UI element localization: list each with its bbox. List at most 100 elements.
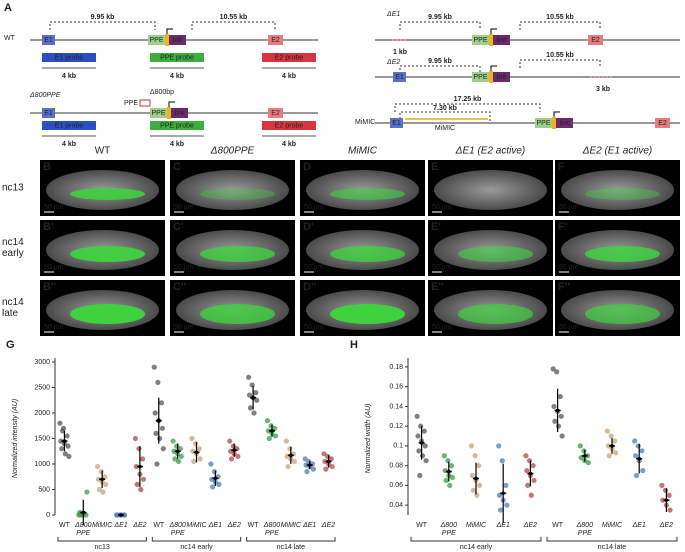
x-tick-label: Δ800	[168, 522, 185, 529]
group-label: nc14 early	[460, 544, 493, 551]
panel-letter: F'	[558, 221, 568, 233]
mean-dot	[62, 439, 67, 443]
label: 50 µm	[432, 204, 452, 211]
data-point	[613, 450, 619, 456]
data-point	[266, 435, 272, 442]
data-point	[554, 369, 560, 375]
data-point	[155, 379, 161, 385]
data-point	[177, 446, 183, 452]
x-tick-label: ΔE1	[632, 522, 646, 529]
label: 9.95 kb	[428, 14, 452, 21]
column-header: WT	[95, 146, 111, 157]
expression	[458, 246, 533, 262]
expression	[200, 188, 275, 200]
data-point	[472, 453, 478, 459]
data-point	[152, 410, 158, 416]
label: 4 kb	[62, 141, 76, 148]
mean-dot	[610, 444, 614, 448]
row-label: nc14	[2, 297, 24, 308]
mean-dot	[637, 456, 641, 461]
label: PPE	[124, 100, 138, 107]
enhancer-e1	[42, 108, 55, 118]
y-tick-label: 1000	[34, 461, 50, 468]
data-point	[272, 433, 279, 439]
group-label: nc13	[95, 544, 110, 551]
data-point	[443, 477, 449, 484]
expression	[585, 246, 660, 262]
data-point	[667, 507, 673, 513]
label: 4 kb	[170, 73, 184, 80]
promoter	[165, 34, 169, 46]
data-point	[581, 448, 587, 454]
data-point	[191, 458, 197, 465]
x-tick-label: WT	[552, 522, 564, 529]
label: 4 kb	[62, 73, 76, 80]
data-point	[551, 403, 557, 410]
panel-letter: B	[43, 161, 51, 173]
tss-arrow	[166, 28, 173, 34]
data-point	[140, 456, 146, 462]
ppe	[472, 35, 489, 45]
ppe	[148, 35, 165, 45]
data-point	[66, 453, 72, 459]
data-point	[254, 397, 260, 403]
data-point	[138, 486, 144, 493]
enhancer-e1	[390, 118, 403, 128]
label: PPE	[536, 120, 550, 127]
ppe	[150, 108, 167, 118]
column-header: ΔE2 (E1 active)	[582, 146, 653, 157]
group-bracket	[246, 537, 336, 542]
distance-bracket	[519, 59, 601, 68]
label: 50 µm	[432, 324, 452, 331]
data-point	[557, 393, 563, 400]
y-tick-label: 0	[46, 512, 50, 519]
expression	[330, 188, 405, 200]
data-point	[171, 448, 177, 454]
data-point	[321, 451, 327, 457]
data-point	[526, 458, 533, 464]
data-point	[633, 472, 640, 479]
mean-dot	[528, 471, 533, 476]
data-point	[227, 438, 233, 444]
data-point	[172, 456, 178, 462]
mean-dot	[474, 476, 478, 481]
data-point	[414, 413, 420, 419]
label: E1	[44, 37, 53, 44]
label: 50 µm	[559, 204, 579, 211]
data-point	[197, 456, 203, 462]
data-point	[304, 469, 310, 475]
enhancer-e2	[588, 35, 603, 45]
data-point	[302, 456, 308, 462]
expression	[458, 304, 533, 324]
x-tick-label: ΔE1	[113, 522, 127, 529]
distance-bracket	[49, 21, 156, 30]
label: 50 µm	[174, 324, 194, 331]
y-tick-label: 0.1	[393, 443, 403, 450]
data-point	[247, 405, 253, 411]
group-bracket	[546, 537, 678, 542]
y-axis-title: Normalized intensity (AU)	[12, 399, 19, 478]
data-point	[122, 512, 128, 518]
data-point	[469, 472, 475, 479]
data-point	[660, 497, 666, 503]
panel-letter: C'	[173, 221, 184, 233]
data-point	[417, 472, 423, 479]
row-label: nc14	[2, 237, 24, 248]
x-tick-label: WT	[59, 522, 71, 529]
mean-dot	[555, 408, 560, 413]
data-point	[604, 428, 611, 434]
data-point	[662, 487, 669, 493]
mean-dot	[175, 449, 180, 454]
x-tick-label: MiMIC	[186, 522, 207, 529]
label: PPE	[149, 37, 163, 44]
x-tick-label: ΔE2	[227, 522, 241, 529]
brk-gene	[493, 72, 510, 82]
x-tick-label: PPE	[442, 530, 456, 537]
label: 3 kb	[596, 86, 610, 93]
column-header: Δ800PPE	[210, 146, 255, 157]
data-point	[84, 489, 90, 495]
data-point	[524, 467, 530, 474]
label: E1	[395, 74, 404, 81]
probe	[262, 53, 316, 62]
data-point	[497, 507, 504, 513]
